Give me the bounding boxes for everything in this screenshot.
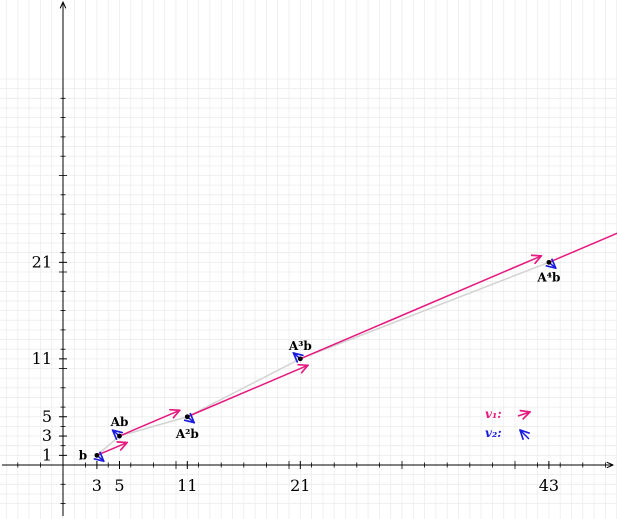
point-label: A⁴b — [536, 270, 560, 284]
y-tick-label: 3 — [42, 426, 52, 445]
x-tick-label: 11 — [177, 476, 197, 495]
x-tick-label: 5 — [114, 476, 124, 495]
y-tick-label: 11 — [32, 349, 52, 368]
v1-vector — [119, 410, 180, 437]
point-dot — [184, 414, 190, 420]
y-tick-label: 1 — [42, 445, 52, 464]
points: b Ab A²b A³b A⁴b — [79, 259, 560, 462]
x-tick-label: 3 — [92, 476, 102, 495]
vectors — [96, 232, 617, 462]
legend-v1-arrow — [517, 412, 530, 416]
point-dot — [297, 356, 303, 362]
point-label: A³b — [288, 339, 312, 353]
y-tick-label: 5 — [42, 407, 52, 426]
y-tick-label: 21 — [32, 252, 52, 271]
legend-label: v₁: — [485, 407, 502, 421]
point-dot — [117, 433, 122, 439]
v1-vector — [187, 365, 308, 418]
point-label: A²b — [175, 427, 199, 441]
legend-v2-arrow — [520, 430, 529, 439]
point-label: Ab — [110, 415, 129, 429]
legend: v₁: v₂: — [485, 407, 530, 440]
legend-label: v₂: — [485, 426, 502, 440]
x-tick-label: 43 — [539, 476, 559, 495]
point-label: b — [79, 448, 87, 462]
v1-vector — [96, 443, 127, 457]
x-tick-label: 21 — [290, 476, 310, 495]
point-dot — [546, 259, 552, 265]
v1-vector — [300, 256, 541, 360]
point-dot — [94, 452, 100, 458]
